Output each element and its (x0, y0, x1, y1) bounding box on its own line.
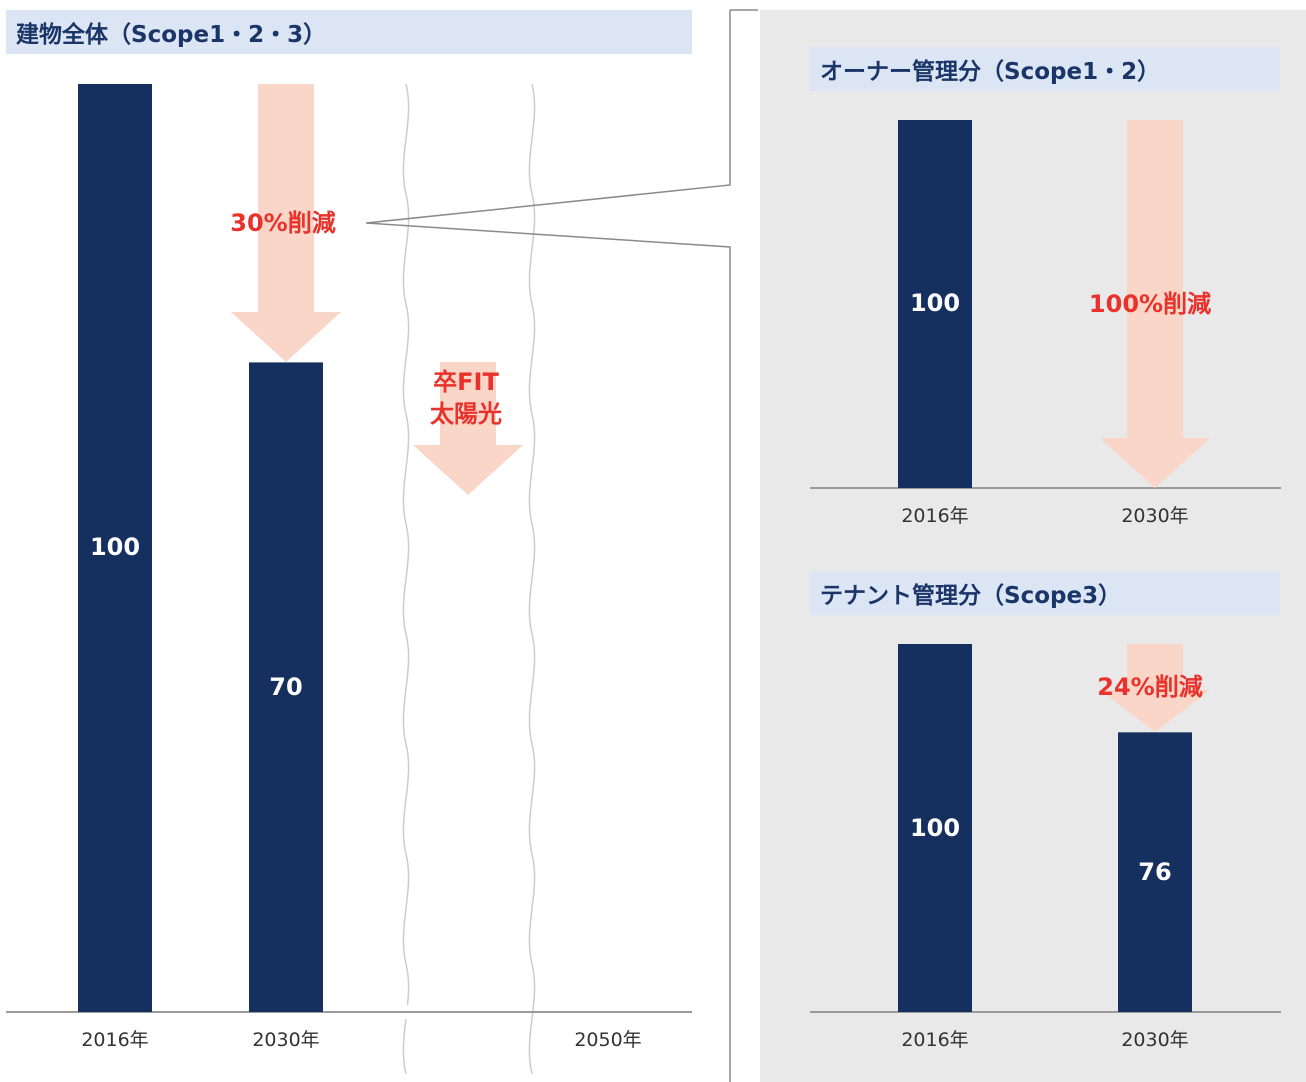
bar-value-label: 76 (1138, 858, 1171, 886)
reduction-annotation: 太陽光 (430, 400, 502, 428)
bar-value-label: 100 (90, 533, 140, 561)
reduction-arrow (1100, 120, 1210, 488)
scope-detail-panel (760, 10, 1306, 1082)
chart-title-building-total: 建物全体（Scope1・2・3） (6, 10, 692, 54)
chart-title-owner-managed: オーナー管理分（Scope1・2） (810, 47, 1280, 91)
bar (898, 644, 972, 1012)
x-tick-label: 2016年 (81, 1029, 148, 1051)
x-tick-label: 2030年 (1121, 1029, 1188, 1051)
bar (898, 120, 972, 488)
x-tick-label: 2016年 (901, 1029, 968, 1051)
x-tick-label: 2030年 (252, 1029, 319, 1051)
reduction-annotation: 卒FIT (433, 368, 499, 396)
x-tick-label: 2050年 (574, 1029, 641, 1051)
chart-title-tenant-managed: テナント管理分（Scope3） (810, 571, 1280, 615)
x-tick-label: 2030年 (1121, 505, 1188, 527)
reduction-annotation: 30%削減 (230, 209, 335, 237)
callout-connector (365, 10, 731, 1082)
bar (1118, 732, 1192, 1012)
axis-break-line (402, 83, 410, 1075)
reduction-arrow (1100, 644, 1210, 732)
reduction-arrow (231, 84, 341, 362)
reduction-annotation: 24%削減 (1097, 673, 1202, 701)
bar-value-label: 70 (269, 673, 302, 701)
x-tick-label: 2016年 (901, 505, 968, 527)
bar (249, 362, 323, 1012)
bar-value-label: 100 (910, 814, 960, 842)
axis-break-line (528, 83, 536, 1075)
reduction-annotation: 100%削減 (1089, 290, 1211, 318)
reduction-arrow (413, 362, 523, 495)
bar-value-label: 100 (910, 289, 960, 317)
bar (78, 84, 152, 1012)
